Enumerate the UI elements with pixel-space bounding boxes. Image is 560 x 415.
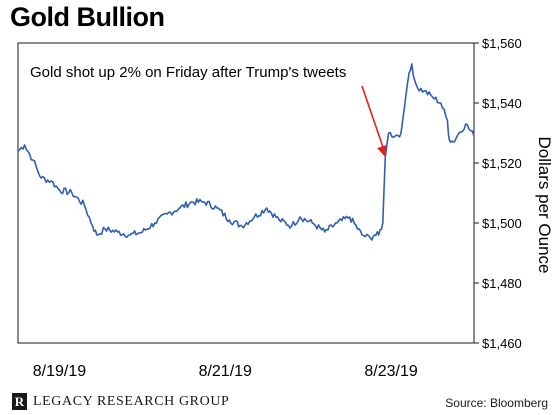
x-tick-label: 8/19/19 [33,363,86,380]
annotation-arrow [361,85,386,152]
y-tick-label: $1,560 [482,36,522,51]
y-tick-label: $1,480 [482,276,522,291]
y-tick-label: $1,540 [482,96,522,111]
series-line [17,63,475,241]
logo-text: LEGACY RESEARCH GROUP [33,393,230,409]
y-tick-label: $1,460 [482,336,522,351]
annotation-text: Gold shot up 2% on Friday after Trump's … [30,64,346,81]
x-tick-label: 8/21/19 [199,363,252,380]
x-axis: 8/19/19 8/21/19 8/23/19 [33,363,418,380]
chart-title: Gold Bullion [10,2,165,32]
source-note: Source: Bloomberg [445,396,548,410]
y-tick-label: $1,500 [482,216,522,231]
annotation-arrowhead [377,145,387,157]
y-axis-label: Dollars per Ounce [535,136,554,273]
y-axis: $1,460 $1,480 $1,500 $1,520 $1,540 $1,560 [474,36,522,351]
x-tick-label: 8/23/19 [364,363,417,380]
logo-mark: R [12,393,27,410]
y-tick-label: $1,520 [482,156,522,171]
logo: R LEGACY RESEARCH GROUP [12,393,229,410]
plot-area-frame [17,42,475,344]
